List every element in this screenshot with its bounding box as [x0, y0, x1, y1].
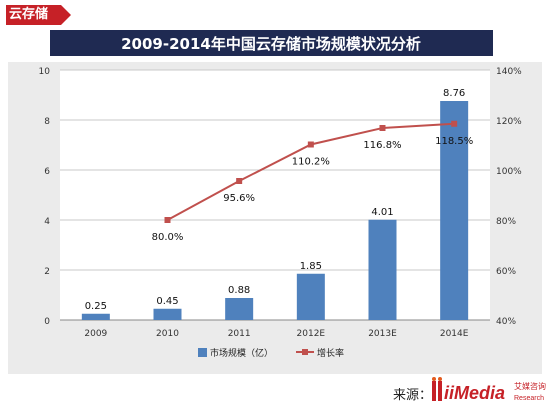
x-tick-label: 2010: [156, 329, 179, 339]
growth-marker: [307, 141, 314, 148]
x-tick-label: 2014E: [440, 329, 469, 339]
bar: [153, 308, 182, 320]
bar-data-label: 8.76: [443, 88, 465, 99]
bar-data-label: 0.25: [85, 301, 107, 312]
bar: [225, 298, 254, 320]
growth-data-label: 95.6%: [223, 193, 255, 204]
bar: [81, 313, 110, 320]
bar: [296, 273, 325, 320]
bar-data-label: 4.01: [371, 207, 393, 218]
y-left-tick-label: 2: [44, 267, 50, 277]
growth-data-label: 80.0%: [152, 232, 184, 243]
y-right-tick-label: 80%: [496, 217, 516, 227]
growth-marker: [164, 217, 171, 223]
bar: [368, 219, 397, 320]
growth-data-label: 118.5%: [435, 136, 473, 147]
y-left-tick-label: 8: [44, 117, 50, 127]
x-tick-label: 2011: [228, 329, 251, 339]
growth-data-label: 110.2%: [292, 157, 330, 168]
bar-data-label: 0.45: [156, 296, 178, 307]
y-right-tick-label: 140%: [496, 67, 522, 77]
y-left-tick-label: 10: [39, 67, 51, 77]
bar-data-label: 1.85: [300, 261, 322, 272]
iimedia-logo: iiMedia 艾媒咨询 Research: [432, 377, 546, 403]
corner-tag: 云存储: [6, 5, 71, 25]
x-tick-label: 2009: [84, 329, 107, 339]
chart-title: 2009-2014年中国云存储市场规模状况分析: [121, 35, 421, 53]
x-tick-label: 2013E: [368, 329, 397, 339]
logo-wordmark: iiMedia: [444, 383, 505, 403]
source-label: 来源：: [393, 388, 433, 403]
legend-line-label: 增长率: [317, 347, 344, 359]
x-tick-label: 2012E: [297, 329, 326, 339]
title-bar: [50, 30, 493, 56]
legend-line-marker: [302, 349, 308, 355]
growth-data-label: 116.8%: [363, 140, 401, 151]
y-left-tick-label: 0: [44, 317, 50, 327]
y-right-tick-label: 40%: [496, 317, 516, 327]
y-left-tick-label: 4: [44, 217, 50, 227]
growth-marker: [451, 120, 458, 127]
bar: [440, 101, 469, 320]
y-right-tick-label: 120%: [496, 117, 522, 127]
logo-research-text: Research: [514, 395, 544, 402]
logo-chinese-text: 艾媒咨询: [514, 381, 546, 391]
legend-bar-swatch: [198, 348, 207, 357]
y-left-tick-label: 6: [44, 167, 50, 177]
plot-area: [60, 70, 490, 320]
y-right-tick-label: 100%: [496, 167, 522, 177]
y-right-tick-label: 60%: [496, 267, 516, 277]
bar-data-label: 0.88: [228, 285, 250, 296]
growth-marker: [236, 178, 243, 184]
growth-marker: [379, 125, 386, 131]
legend-bar-label: 市场规模（亿）: [210, 347, 273, 359]
